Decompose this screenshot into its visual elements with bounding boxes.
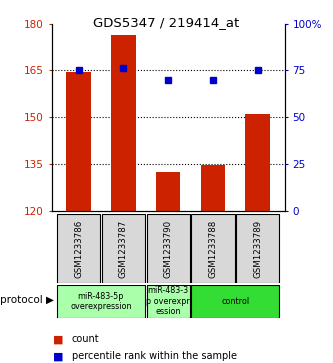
Text: protocol ▶: protocol ▶ xyxy=(0,295,54,305)
Text: GDS5347 / 219414_at: GDS5347 / 219414_at xyxy=(93,16,240,29)
Text: ■: ■ xyxy=(53,334,64,344)
Text: miR-483-3
p overexpr
ession: miR-483-3 p overexpr ession xyxy=(146,286,190,316)
Text: miR-483-5p
overexpression: miR-483-5p overexpression xyxy=(70,291,132,311)
Bar xyxy=(156,172,180,211)
Text: GSM1233786: GSM1233786 xyxy=(74,220,83,278)
Bar xyxy=(191,285,279,318)
Text: GSM1233787: GSM1233787 xyxy=(119,220,128,278)
Bar xyxy=(201,166,225,211)
Bar xyxy=(111,34,136,211)
Text: ■: ■ xyxy=(53,351,64,362)
Bar xyxy=(147,285,190,318)
Bar xyxy=(57,214,100,283)
Bar xyxy=(245,114,270,211)
Bar xyxy=(66,72,91,211)
Bar xyxy=(236,214,279,283)
Text: percentile rank within the sample: percentile rank within the sample xyxy=(72,351,236,362)
Bar xyxy=(102,214,145,283)
Text: GSM1233788: GSM1233788 xyxy=(208,220,217,278)
Text: control: control xyxy=(221,297,249,306)
Text: count: count xyxy=(72,334,99,344)
Text: GSM1233789: GSM1233789 xyxy=(253,220,262,278)
Bar xyxy=(147,214,190,283)
Bar xyxy=(57,285,145,318)
Bar xyxy=(191,214,234,283)
Text: GSM1233790: GSM1233790 xyxy=(164,220,173,278)
